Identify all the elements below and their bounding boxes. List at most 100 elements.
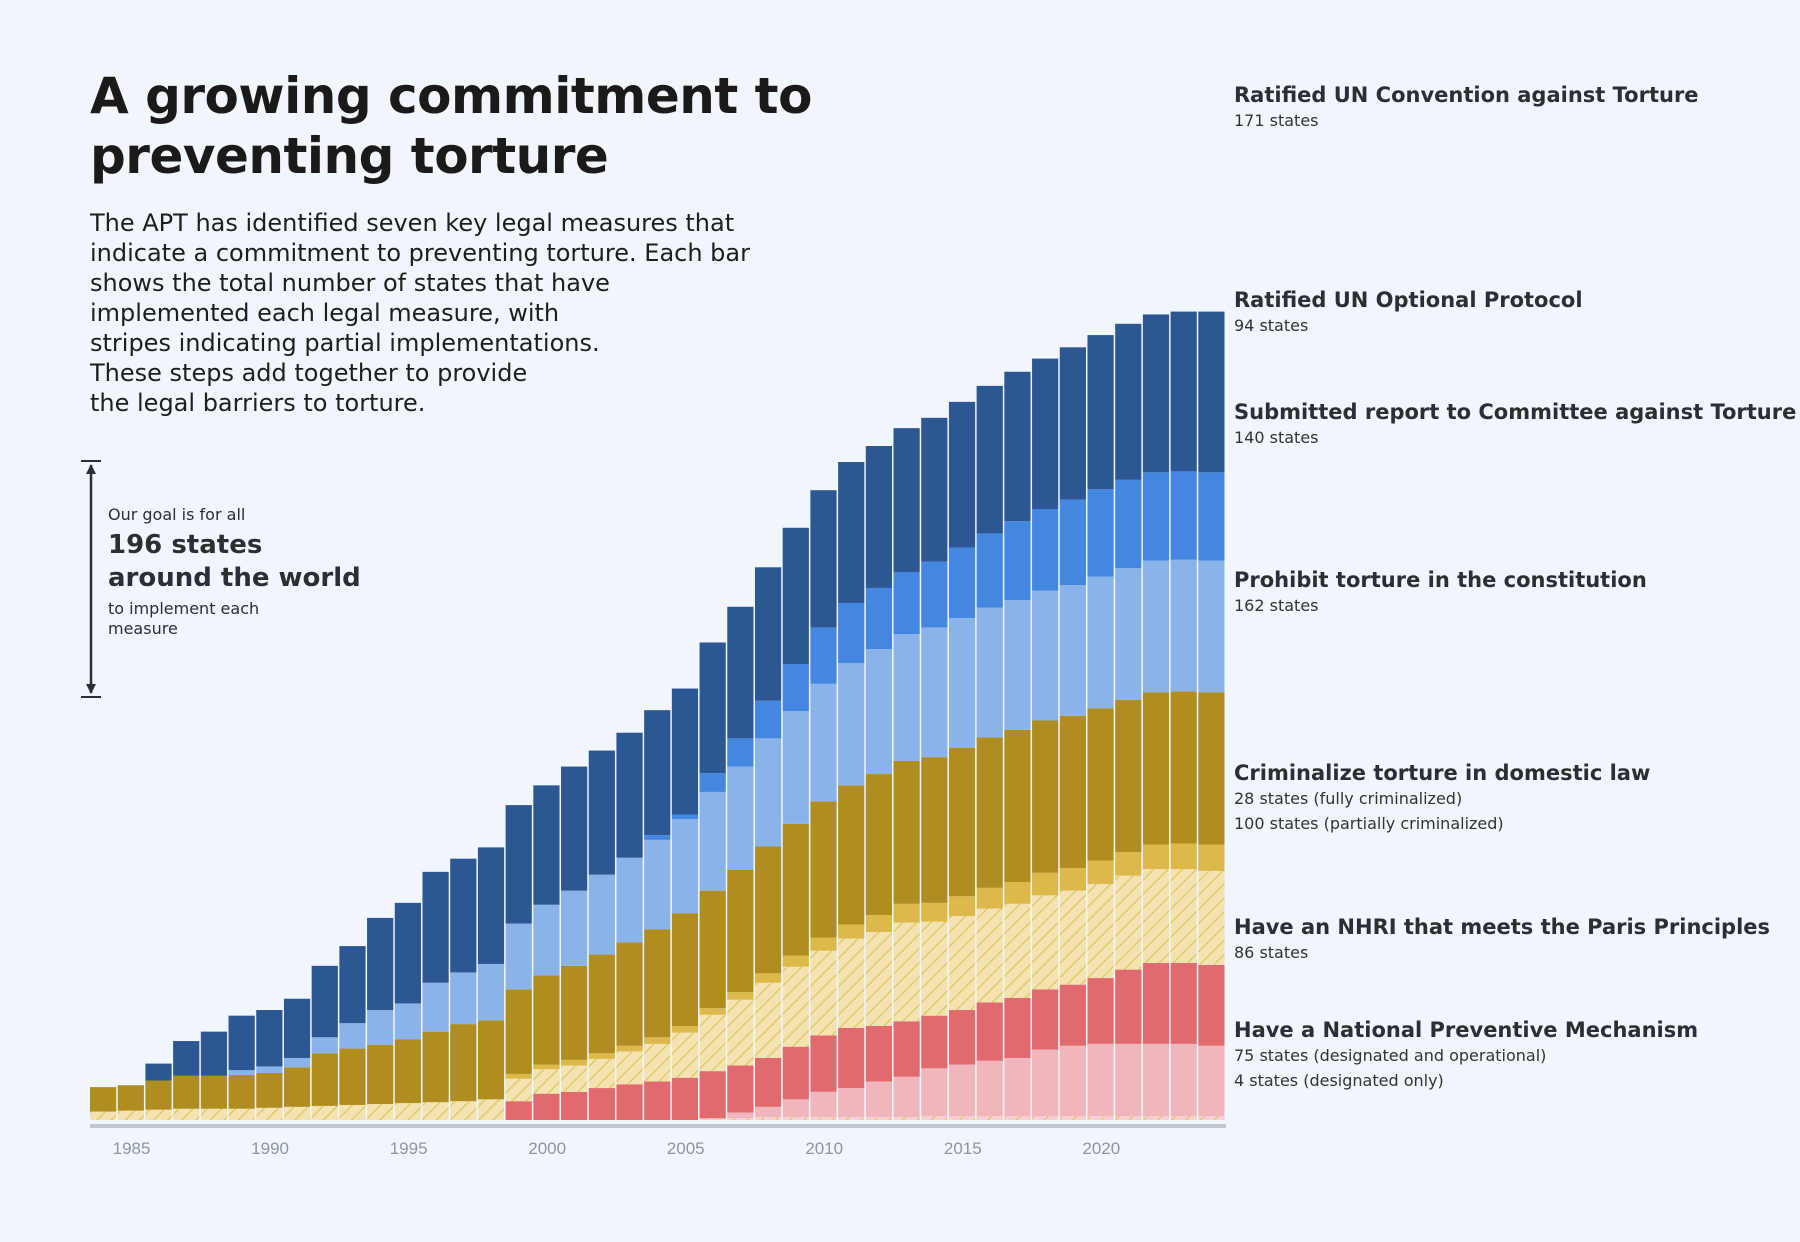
bar-segment [782,1117,809,1120]
bar-segment [1004,882,1031,904]
bar-segment [782,527,809,665]
bar-segment [1115,699,1142,853]
bar-segment [1032,1116,1059,1120]
bar-segment [948,1064,976,1117]
bar-segment [699,791,726,891]
bar-segment [588,1058,615,1089]
goal-line-1: 196 states [108,530,263,560]
bar-segment [893,903,920,923]
bar-segment [450,858,477,973]
bar-segment [921,902,948,922]
bar-segment [1087,576,1114,709]
series-npm-designated-and-operational [699,1043,1225,1120]
bar-segment [117,1085,144,1111]
bar-segment [1032,1049,1059,1117]
bar-segment [1004,997,1031,1058]
bar-segment [422,1031,449,1103]
series-label-count: 140 states [1234,428,1319,447]
bar-segment [1059,890,1086,985]
bar-segment [1198,1116,1225,1120]
bar-segment [782,711,809,824]
bar-segment [727,766,754,870]
bar-segment [588,874,615,955]
series-label-count: 28 states (fully criminalized) [1234,789,1463,808]
bar-segment [256,1107,283,1120]
bar-segment [838,785,865,925]
bar-segment [1059,984,1086,1046]
bar-segment [699,890,726,1009]
bar-segment [810,937,837,951]
bar-segment [1032,590,1059,721]
bar-segment [1115,1043,1142,1117]
bar-segment [727,606,754,739]
series-label-criminalize: Criminalize torture in domestic law 28 s… [1234,760,1794,836]
bar-segment [1170,1116,1197,1120]
bar-segment [754,700,782,739]
bar-segment [976,908,1003,1003]
bar-segment [1004,600,1031,730]
bar-segment [1198,311,1225,473]
bar-segment [671,819,699,914]
series-npm-designated-only [699,1116,1225,1120]
bar-segment [561,1065,588,1092]
bar-segment [865,1117,893,1120]
x-axis-line [90,1124,1226,1128]
bar-segment [450,972,477,1025]
bar-segment [948,1010,976,1065]
bar-segment [810,1091,837,1118]
bar-segment [1059,499,1086,586]
bar-segment [505,1101,532,1120]
goal-post-text: to implement each measure [108,599,260,638]
bar-segment [921,417,948,562]
bar-segment [422,871,449,983]
bar-segment [90,1111,117,1120]
bar-segment [477,1099,505,1120]
series-label-title: Submitted report to Committee against To… [1234,400,1797,424]
bar-segment [921,1116,948,1120]
goal-line-2: around the world [108,563,361,593]
series-ratified-cat [145,311,1225,1081]
bar-segment [838,938,865,1028]
bar-segment [1059,1045,1086,1117]
x-tick-label: 1985 [113,1139,151,1158]
bar-segment [1004,1116,1031,1120]
bar-segment [1142,869,1170,964]
bar-segment [1198,560,1225,693]
bar-segment [1170,1043,1197,1117]
bar-segment [1059,585,1086,716]
bar-segment [976,1060,1003,1117]
bar-segment [865,915,893,932]
intro-line: These steps add together to provide [90,359,528,387]
bar-segment [145,1109,172,1120]
series-nhri-meets-paris-principles [505,963,1225,1120]
series-label-title: Have a National Preventive Mechanism [1234,1018,1699,1042]
bar-segment [1032,720,1059,873]
bar-segment [893,1076,920,1118]
intro-line: stripes indicating partial implementatio… [90,329,600,357]
bar-segment [838,1117,865,1120]
bar-segment [948,618,976,748]
bar-segment [228,1108,255,1120]
goal-range-arrow-icon [81,460,101,698]
intro-line: implemented each legal measure, with [90,299,560,327]
bar-segment [865,1026,893,1082]
bar-segment [1087,708,1114,861]
bar-segment [1032,872,1059,896]
intro-line: indicate a commitment to preventing tort… [90,239,750,267]
bar-segment [727,1112,754,1119]
bar-segment [1115,323,1142,480]
bar-segment [256,1010,283,1067]
bar-segment [754,982,782,1058]
bar-segment [727,869,754,993]
series-ratified-opcat [644,471,1225,840]
bar-segment [644,710,671,836]
bar-segment [893,428,920,572]
bar-segment [810,490,837,628]
bar-segment [283,998,311,1058]
bar-segment [865,649,893,775]
x-tick-label: 2010 [805,1139,843,1158]
bar-segment [394,1003,421,1040]
bar-segment [616,942,643,1046]
bar-segment [865,774,893,916]
series-label-title: Prohibit torture in the constitution [1234,568,1647,592]
